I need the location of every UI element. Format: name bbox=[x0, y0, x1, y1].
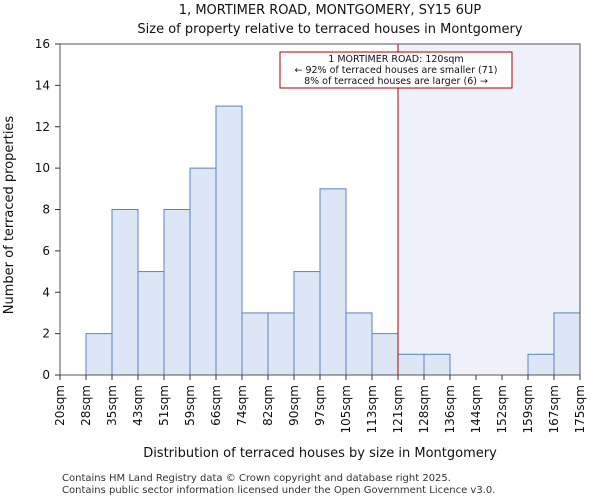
y-tick-label: 2 bbox=[42, 327, 50, 341]
footer-line-1: Contains HM Land Registry data © Crown c… bbox=[62, 473, 451, 484]
y-tick-label: 14 bbox=[35, 78, 50, 92]
y-tick-label: 16 bbox=[35, 37, 50, 51]
bar-121sqm bbox=[397, 353, 425, 376]
bar-105sqm bbox=[345, 312, 373, 376]
bar-51sqm bbox=[163, 209, 191, 376]
bar-113sqm bbox=[371, 333, 399, 376]
larger-region-shading bbox=[398, 44, 580, 375]
bar-128sqm bbox=[423, 353, 451, 376]
y-tick-label: 8 bbox=[42, 203, 50, 217]
annotation-line-property: 1 MORTIMER ROAD: 120sqm bbox=[328, 54, 463, 65]
y-axis-ticks: 0 2 4 6 8 10 12 14 16 bbox=[35, 37, 60, 382]
x-tick-label: 113sqm bbox=[365, 385, 379, 433]
bar-74sqm bbox=[241, 312, 269, 376]
annotation-frame bbox=[279, 51, 513, 89]
x-tick-label: 66sqm bbox=[209, 385, 223, 426]
x-tick-label: 128sqm bbox=[417, 385, 431, 433]
x-tick-label: 59sqm bbox=[183, 385, 197, 426]
chart-subtitle: Size of property relative to terraced ho… bbox=[137, 22, 522, 37]
bar-43sqm bbox=[137, 271, 165, 376]
x-tick-label: 175sqm bbox=[573, 385, 587, 433]
x-tick-label: 90sqm bbox=[287, 385, 301, 426]
x-tick-label: 152sqm bbox=[495, 385, 509, 433]
bar-28sqm bbox=[85, 333, 113, 376]
y-tick-label: 4 bbox=[42, 285, 50, 299]
y-tick-label: 12 bbox=[35, 120, 50, 134]
x-tick-label: 121sqm bbox=[391, 385, 405, 433]
x-tick-label: 35sqm bbox=[105, 385, 119, 426]
x-tick-label: 28sqm bbox=[79, 385, 93, 426]
bar-82sqm bbox=[267, 312, 295, 376]
bar-90sqm bbox=[293, 271, 321, 376]
annotation-line-smaller: ← 92% of terraced houses are smaller (71… bbox=[294, 65, 497, 76]
y-tick-label: 6 bbox=[42, 244, 50, 258]
chart-title: 1, MORTIMER ROAD, MONTGOMERY, SY15 6UP bbox=[179, 3, 482, 18]
bars-group bbox=[85, 105, 581, 376]
x-tick-label: 97sqm bbox=[313, 385, 327, 426]
x-tick-label: 82sqm bbox=[261, 385, 275, 426]
bar-35sqm bbox=[111, 209, 139, 376]
x-axis-ticks: 20sqm 28sqm 35sqm 43sqm 51sqm 59sqm 66sqm 74sqm… bbox=[53, 375, 587, 433]
x-tick-label: 167sqm bbox=[547, 385, 561, 433]
x-tick-label: 105sqm bbox=[339, 385, 353, 433]
bar-97sqm bbox=[319, 188, 347, 376]
x-tick-label: 144sqm bbox=[469, 385, 483, 433]
footer-line-2: Contains public sector information licen… bbox=[62, 485, 495, 496]
y-tick-label: 0 bbox=[42, 368, 50, 382]
x-tick-label: 43sqm bbox=[131, 385, 145, 426]
bar-59sqm bbox=[189, 167, 217, 376]
annotation-box: 1 MORTIMER ROAD: 120sqm ← 92% of terrace… bbox=[279, 51, 513, 89]
bar-66sqm bbox=[215, 105, 243, 376]
y-axis-title: Number of terraced properties bbox=[2, 116, 17, 315]
bar-167sqm bbox=[553, 312, 581, 376]
x-tick-label: 51sqm bbox=[157, 385, 171, 426]
annotation-line-larger: 8% of terraced houses are larger (6) → bbox=[304, 76, 488, 87]
x-axis-title: Distribution of terraced houses by size … bbox=[143, 446, 497, 461]
x-tick-label: 74sqm bbox=[235, 385, 249, 426]
bar-159sqm bbox=[527, 353, 555, 376]
y-tick-label: 10 bbox=[35, 161, 50, 175]
x-tick-label: 136sqm bbox=[443, 385, 457, 433]
x-tick-label: 159sqm bbox=[521, 385, 535, 433]
x-tick-label: 20sqm bbox=[53, 385, 67, 426]
